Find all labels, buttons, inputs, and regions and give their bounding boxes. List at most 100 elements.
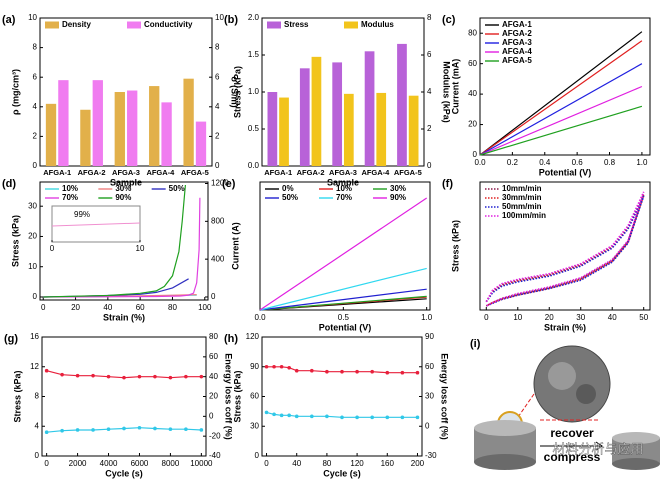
marker — [385, 415, 390, 420]
y2-tick-label: 800 — [211, 216, 225, 225]
legend-label: 100mm/min — [502, 211, 546, 220]
bar — [92, 80, 103, 166]
y2-tick-label: 20 — [209, 392, 218, 401]
series-line — [43, 197, 201, 298]
bar — [332, 62, 343, 166]
plot-frame — [261, 336, 423, 457]
x-tick-label: 1.0 — [636, 158, 648, 167]
marker — [184, 374, 188, 379]
sem-texture — [576, 384, 596, 404]
x-tick-label: AFGA-1 — [264, 168, 292, 177]
marker — [272, 412, 276, 417]
series-line — [485, 194, 645, 307]
plot-frame — [39, 17, 213, 167]
bar — [364, 51, 375, 166]
y2-tick-label: 60 — [425, 362, 434, 371]
sem-texture — [548, 362, 576, 390]
x-tick-label: AFGA-2 — [297, 168, 325, 177]
watermark: 材料分析与应用 — [552, 441, 643, 456]
marker — [91, 373, 95, 378]
y-axis-label: ρ (mg/cm³) — [10, 69, 20, 115]
x-tick-label: 0.6 — [572, 158, 584, 167]
x-tick-label: 30 — [576, 313, 585, 322]
y2-axis-label: σ (S/m) — [230, 76, 240, 107]
legend-label: 30% — [390, 184, 406, 193]
legend-label: 90% — [115, 193, 131, 202]
x-tick-label: 100 — [198, 303, 212, 312]
y-tick-label: 8 — [33, 43, 38, 52]
bar — [311, 56, 322, 166]
x-tick-label: AFGA-5 — [181, 168, 209, 177]
panel-label: (e) — [222, 178, 236, 190]
marker — [415, 370, 420, 375]
bar — [183, 78, 194, 166]
marker — [400, 370, 405, 375]
legend-label: Conductivity — [144, 20, 193, 29]
bar — [127, 90, 138, 166]
legend-label: Stress — [284, 20, 309, 29]
bar — [343, 93, 354, 166]
x-axis-label: Potential (V) — [319, 322, 372, 332]
y-tick-label: 0 — [255, 451, 260, 460]
bar — [45, 103, 57, 166]
x-tick-label: 6000 — [131, 459, 149, 468]
panel-label: (c) — [442, 14, 456, 26]
marker — [264, 364, 269, 369]
y2-tick-label: 4 — [427, 87, 432, 96]
series-line — [259, 288, 427, 311]
x-tick-label: 0 — [484, 313, 489, 322]
y-tick-label: 90 — [250, 362, 259, 371]
x-tick-label: 10000 — [190, 459, 213, 468]
y-tick-label: 30 — [28, 201, 37, 210]
marker — [272, 364, 276, 369]
legend-swatch — [127, 21, 141, 29]
y-tick-label: 16 — [30, 332, 39, 341]
marker — [137, 374, 142, 379]
legend-label: 70% — [336, 193, 352, 202]
y-tick-label: 10 — [28, 13, 37, 22]
marker — [75, 428, 80, 432]
y2-axis-label: Energy loss coff (%) — [224, 353, 234, 440]
y2-tick-label: 30 — [425, 392, 434, 401]
y2-tick-label: 400 — [211, 254, 225, 263]
x-tick-label: AFGA-5 — [394, 168, 422, 177]
legend-label: 30mm/min — [502, 193, 542, 202]
marker — [75, 373, 80, 378]
y-tick-label: 0.5 — [248, 124, 260, 133]
x-axis-label: Cycle (s) — [105, 468, 143, 478]
y2-tick-label: 10 — [215, 13, 224, 22]
y-axis-label: Stress (kPa) — [450, 220, 460, 272]
y2-tick-label: 0 — [215, 161, 220, 170]
legend-label: 30% — [115, 184, 131, 193]
y-tick-label: 80 — [468, 28, 477, 37]
y2-tick-label: -40 — [209, 451, 221, 460]
y2-tick-label: 4 — [215, 102, 220, 111]
x-tick-label: 120 — [350, 459, 364, 468]
x-tick-label: 0.2 — [507, 158, 519, 167]
x-tick-label: 0.0 — [474, 158, 486, 167]
y-tick-label: 12 — [30, 362, 39, 371]
y2-tick-label: 0 — [211, 292, 216, 301]
y-tick-label: 6 — [33, 72, 38, 81]
bar — [161, 102, 172, 166]
bar — [397, 43, 407, 166]
marker — [355, 369, 359, 374]
x-tick-label: 40 — [292, 459, 301, 468]
bar — [408, 95, 419, 166]
x-tick-label: AFGA-1 — [43, 168, 71, 177]
panel-label: (d) — [2, 178, 16, 190]
marker — [279, 364, 284, 369]
marker — [122, 426, 126, 431]
panel-label: (g) — [4, 333, 18, 345]
x-tick-label: 80 — [168, 303, 177, 312]
y-tick-label: 4 — [35, 421, 40, 430]
inset-tick-label: 10 — [136, 244, 145, 253]
y-axis-label: Stress (kPa) — [10, 215, 20, 267]
bar — [149, 86, 160, 166]
x-tick-label: 0.5 — [338, 313, 350, 322]
y-tick-label: 20 — [28, 232, 37, 241]
marker — [44, 368, 49, 373]
marker — [287, 413, 291, 418]
x-tick-label: 40 — [103, 303, 112, 312]
bar — [299, 68, 310, 166]
